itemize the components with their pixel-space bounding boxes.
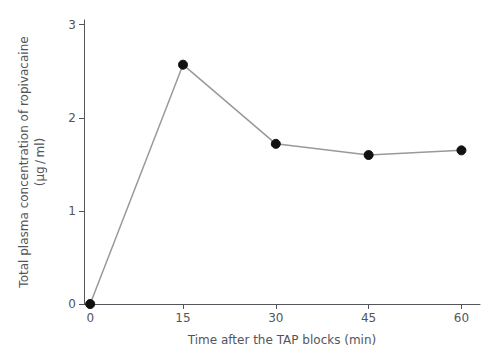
- svg-text:15: 15: [175, 311, 190, 325]
- svg-text:Time after the TAP blocks (min: Time after the TAP blocks (min): [187, 333, 376, 347]
- svg-text:1: 1: [68, 204, 76, 218]
- svg-text:Total plasma concentration of: Total plasma concentration of ropivacain…: [17, 36, 31, 288]
- svg-text:30: 30: [268, 311, 283, 325]
- svg-text:0: 0: [86, 311, 94, 325]
- svg-text:3: 3: [68, 18, 76, 32]
- svg-text:60: 60: [454, 311, 469, 325]
- svg-text:2: 2: [68, 111, 76, 125]
- svg-text:45: 45: [361, 311, 376, 325]
- svg-text:(μg / ml): (μg / ml): [33, 138, 47, 186]
- svg-text:0: 0: [68, 297, 76, 311]
